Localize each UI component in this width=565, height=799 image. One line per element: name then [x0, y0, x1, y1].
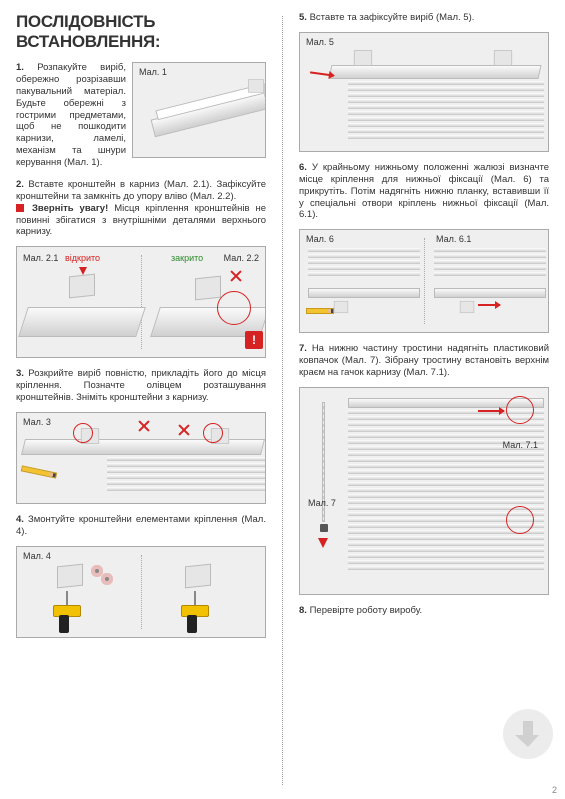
step1-body: Розпакуйте виріб, обережно розрізавши па… [16, 62, 126, 168]
step5-body: Вставте та зафіксуйте виріб (Мал. 5). [310, 12, 475, 23]
wand-cap-icon [318, 538, 328, 548]
step8-num: 8. [299, 605, 307, 616]
step8-body: Перевірте роботу виробу. [310, 605, 423, 616]
fig22-label: Мал. 2.2 [224, 253, 259, 263]
fig-3: Мал. 3 [16, 412, 266, 504]
fig71-label: Мал. 7.1 [503, 440, 538, 450]
fig4-label: Мал. 4 [23, 551, 51, 561]
watermark-icon [503, 709, 553, 759]
step1-row: 1. Розпакуйте виріб, обережно розрізавши… [16, 62, 266, 169]
open-label: відкрито [65, 253, 100, 263]
step5-num: 5. [299, 12, 307, 23]
step7-text: 7. На нижню частину тростини надягніть п… [299, 343, 549, 379]
fig-5: Мал. 5 [299, 32, 549, 152]
fig-2: Мал. 2.1 відкрито закрито Мал. 2.2 ! [16, 246, 266, 358]
step4-text: 4. Змонтуйте кронштейни елементами кріпл… [16, 514, 266, 538]
step6-body: У крайньому нижньому положенні жалюзі ви… [299, 162, 549, 221]
fig1-label: Мал. 1 [139, 67, 167, 77]
step2-num: 2. [16, 179, 24, 190]
step6-text: 6. У крайньому нижньому положенні жалюзі… [299, 162, 549, 221]
fig6-label: Мал. 6 [306, 234, 334, 244]
drill-icon-2 [181, 605, 217, 633]
step4-body: Змонтуйте кронштейни елементами кріпленн… [16, 514, 266, 537]
fig21-label: Мал. 2.1 [23, 253, 58, 263]
step2-text: 2. Вставте кронштейн в карниз (Мал. 2.1)… [16, 179, 266, 238]
step3-body: Розкрийте виріб повністю, прикладіть йог… [16, 368, 266, 403]
page-number: 2 [552, 785, 557, 795]
page-root: ПОСЛІДОВНІСТЬ ВСТАНОВЛЕННЯ: 1. Розпакуйт… [0, 0, 565, 799]
step7-body: На нижню частину тростини надягніть плас… [299, 343, 549, 378]
step2-body: Вставте кронштейн в карниз (Мал. 2.1). З… [16, 179, 266, 202]
fig61-label: Мал. 6.1 [436, 234, 471, 244]
step5-text: 5. Вставте та зафіксуйте виріб (Мал. 5). [299, 12, 549, 24]
fig-4: Мал. 4 [16, 546, 266, 638]
left-column: ПОСЛІДОВНІСТЬ ВСТАНОВЛЕННЯ: 1. Розпакуйт… [16, 12, 266, 789]
step4-num: 4. [16, 514, 24, 525]
fig7-label: Мал. 7 [308, 498, 336, 508]
fig-1: Мал. 1 [132, 62, 266, 158]
fig-7: Мал. 7 Мал. 7.1 [299, 387, 549, 595]
fig-6: Мал. 6 Мал. 6.1 [299, 229, 549, 333]
step1-num: 1. [16, 62, 24, 73]
step3-num: 3. [16, 368, 24, 379]
step1-text: 1. Розпакуйте виріб, обережно розрізавши… [16, 62, 126, 169]
fig3-label: Мал. 3 [23, 417, 51, 427]
step8-text: 8. Перевірте роботу виробу. [299, 605, 549, 617]
right-column: 5. Вставте та зафіксуйте виріб (Мал. 5).… [299, 12, 549, 789]
drill-icon-1 [53, 605, 89, 633]
step6-num: 6. [299, 162, 307, 173]
step7-num: 7. [299, 343, 307, 354]
closed-label: закрито [171, 253, 203, 263]
warn-icon [16, 204, 24, 212]
exclamation-icon: ! [245, 331, 263, 349]
warn-label: Зверніть увагу! [32, 203, 108, 214]
column-divider [282, 16, 283, 785]
step3-text: 3. Розкрийте виріб повністю, прикладіть … [16, 368, 266, 404]
fig5-label: Мал. 5 [306, 37, 334, 47]
pencil-icon [21, 465, 57, 478]
page-title: ПОСЛІДОВНІСТЬ ВСТАНОВЛЕННЯ: [16, 12, 266, 52]
pencil-icon-2 [306, 308, 334, 314]
